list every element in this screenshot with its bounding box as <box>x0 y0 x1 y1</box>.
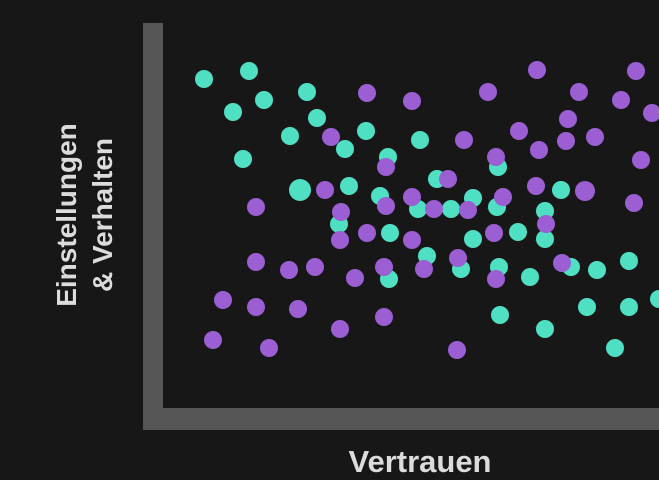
dot <box>298 83 316 101</box>
dot <box>358 224 376 242</box>
dot <box>336 140 354 158</box>
dot <box>346 269 364 287</box>
dots <box>195 61 659 359</box>
y-axis-bar <box>143 23 163 430</box>
dot <box>281 127 299 145</box>
dot <box>289 179 311 201</box>
dot <box>381 224 399 242</box>
dot <box>375 258 393 276</box>
dot <box>570 83 588 101</box>
dot <box>289 300 307 318</box>
dot <box>487 148 505 166</box>
dot <box>559 110 577 128</box>
dot <box>448 341 466 359</box>
dot <box>557 132 575 150</box>
dot <box>527 177 545 195</box>
dot <box>224 103 242 121</box>
dot <box>479 83 497 101</box>
dot <box>606 339 624 357</box>
dot <box>586 128 604 146</box>
dot <box>442 200 460 218</box>
dot <box>578 298 596 316</box>
dot <box>403 188 421 206</box>
dot <box>612 91 630 109</box>
dot <box>528 61 546 79</box>
dot <box>403 92 421 110</box>
dot <box>358 84 376 102</box>
dot <box>464 230 482 248</box>
dot <box>204 331 222 349</box>
dot <box>650 290 659 308</box>
dot <box>425 200 443 218</box>
dot <box>536 230 554 248</box>
dot <box>625 194 643 212</box>
dot <box>575 181 595 201</box>
dot <box>247 253 265 271</box>
dot <box>553 254 571 272</box>
dot <box>510 122 528 140</box>
dot <box>521 268 539 286</box>
dot <box>375 308 393 326</box>
dot <box>331 231 349 249</box>
dot <box>620 252 638 270</box>
dot <box>340 177 358 195</box>
dot <box>214 291 232 309</box>
dot <box>485 224 503 242</box>
dot <box>439 170 457 188</box>
dot <box>536 202 554 220</box>
y-axis-label-line: & Verhalten <box>87 138 118 292</box>
dot <box>530 141 548 159</box>
dot <box>627 62 645 80</box>
dot <box>234 150 252 168</box>
dot <box>509 223 527 241</box>
dot <box>331 320 349 338</box>
dot <box>415 260 433 278</box>
dot <box>195 70 213 88</box>
dot <box>377 158 395 176</box>
dot <box>632 151 650 169</box>
dot <box>247 298 265 316</box>
dot <box>240 62 258 80</box>
dot <box>620 298 638 316</box>
dot <box>322 128 340 146</box>
dot <box>455 131 473 149</box>
dot <box>487 270 505 288</box>
dot <box>316 181 334 199</box>
dot <box>459 201 477 219</box>
dot <box>377 197 395 215</box>
dot <box>643 104 659 122</box>
dot <box>494 188 512 206</box>
dot <box>332 203 350 221</box>
dot <box>280 261 298 279</box>
y-axis-label: Einstellungen & Verhalten <box>51 123 118 307</box>
dot <box>491 306 509 324</box>
y-axis-label-line: Einstellungen <box>51 123 82 307</box>
dot <box>255 91 273 109</box>
dot <box>537 215 555 233</box>
dot <box>588 261 606 279</box>
dot <box>260 339 278 357</box>
dot <box>247 198 265 216</box>
dot <box>357 122 375 140</box>
dot <box>306 258 324 276</box>
x-axis-bar <box>143 408 659 430</box>
dot <box>552 181 570 199</box>
dot <box>411 131 429 149</box>
dot <box>403 231 421 249</box>
dot <box>449 249 467 267</box>
dot <box>536 320 554 338</box>
x-axis-label: Vertrauen <box>348 444 491 479</box>
dot <box>308 109 326 127</box>
